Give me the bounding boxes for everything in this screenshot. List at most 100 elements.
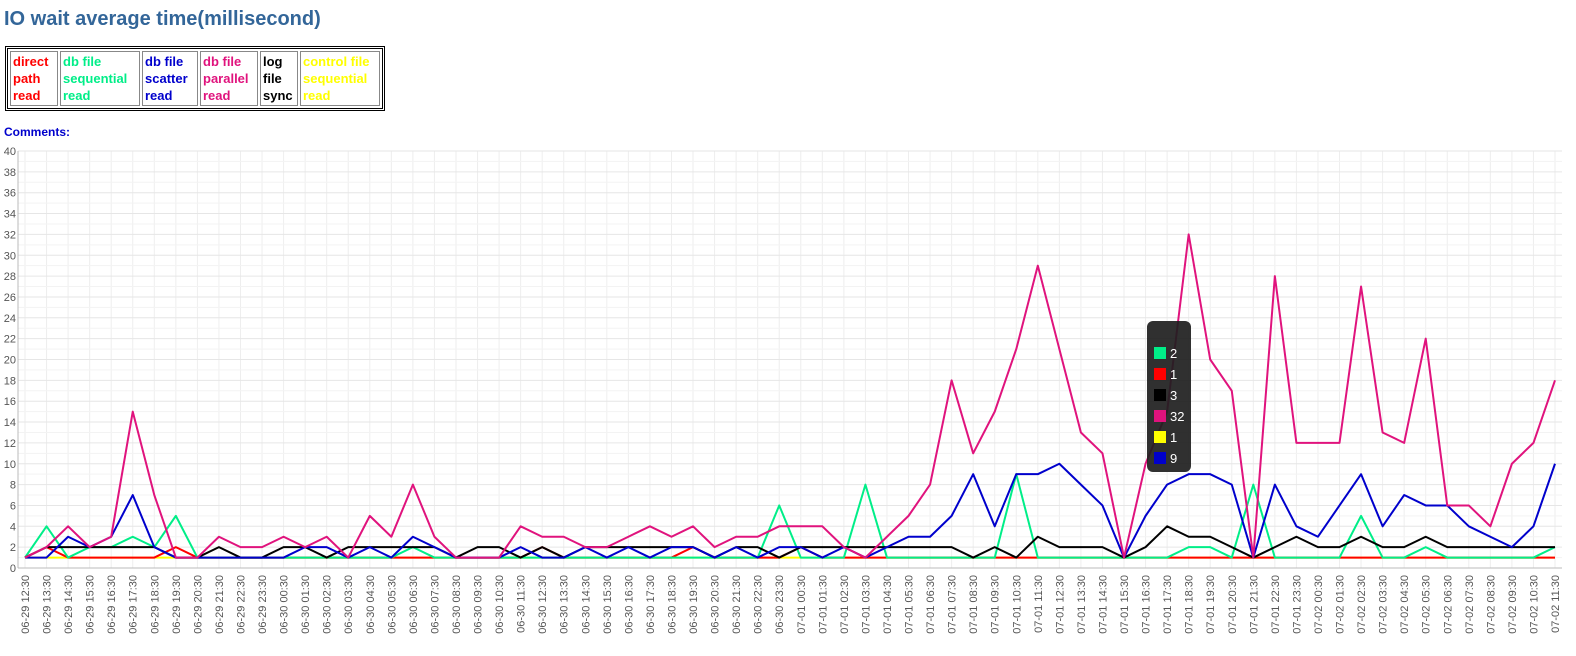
x-tick-label: 07-01 03:30 — [860, 575, 872, 634]
y-tick-label: 28 — [4, 271, 16, 283]
tooltip-swatch — [1154, 389, 1166, 401]
y-tick-label: 24 — [4, 313, 16, 325]
x-tick-label: 06-29 14:30 — [63, 575, 75, 634]
x-tick-label: 06-30 13:30 — [559, 575, 571, 634]
y-tick-label: 32 — [4, 229, 16, 241]
x-tick-label: 06-30 08:30 — [451, 575, 463, 634]
legend-entry: direct path read — [10, 51, 58, 106]
x-tick-label: 06-30 18:30 — [666, 575, 678, 634]
x-tick-label: 06-29 22:30 — [235, 575, 247, 634]
chart-title: IO wait average time(millisecond) — [4, 8, 321, 30]
x-tick-label: 06-29 19:30 — [171, 575, 183, 634]
x-tick-label: 06-30 23:30 — [774, 575, 786, 634]
legend-entry: db file scatter read — [142, 51, 198, 106]
x-tick-label: 06-30 10:30 — [494, 575, 506, 634]
x-tick-label: 07-02 10:30 — [1528, 575, 1540, 634]
tooltip-row: 3 — [1154, 389, 1177, 403]
x-tick-label: 06-29 16:30 — [106, 575, 118, 634]
x-tick-label: 07-01 05:30 — [904, 575, 916, 634]
x-tick-label: 07-01 09:30 — [990, 575, 1002, 634]
x-tick-label: 07-01 10:30 — [1011, 575, 1023, 634]
legend-entry: control file sequential read — [300, 51, 380, 106]
tooltip-row: 9 — [1154, 452, 1177, 466]
y-tick-label: 8 — [10, 480, 16, 492]
x-tick-label: 07-01 01:30 — [817, 575, 829, 634]
legend-entry: db file parallel read — [200, 51, 258, 106]
x-tick-label: 06-30 17:30 — [645, 575, 657, 634]
x-tick-label: 06-29 13:30 — [42, 575, 54, 634]
x-tick-label: 07-01 00:30 — [796, 575, 808, 634]
tooltip-value: 1 — [1170, 367, 1178, 382]
x-tick-label: 07-01 21:30 — [1248, 575, 1260, 634]
tooltip-swatch — [1154, 410, 1166, 422]
tooltip-value: 32 — [1170, 409, 1185, 424]
x-tick-label: 07-01 23:30 — [1291, 575, 1303, 634]
tooltip-row: 32 — [1154, 410, 1184, 424]
x-tick-label: 06-30 16:30 — [623, 575, 635, 634]
x-tick-label: 07-01 04:30 — [882, 575, 894, 634]
y-tick-label: 36 — [4, 188, 16, 200]
x-tick-label: 07-01 15:30 — [1119, 575, 1131, 634]
y-tick-label: 40 — [4, 146, 16, 158]
y-tick-label: 16 — [4, 396, 16, 408]
x-tick-label: 07-02 04:30 — [1399, 575, 1411, 634]
x-tick-label: 07-01 13:30 — [1076, 575, 1088, 634]
tooltip-swatch — [1154, 452, 1166, 464]
x-tick-label: 07-02 08:30 — [1485, 575, 1497, 634]
x-tick-label: 07-02 00:30 — [1313, 575, 1325, 634]
x-tick-label: 07-01 07:30 — [947, 575, 959, 634]
x-tick-label: 06-30 07:30 — [429, 575, 441, 634]
tooltip: 2 1 3 32 1 9 — [1147, 321, 1191, 472]
tooltip-swatch — [1154, 368, 1166, 380]
y-tick-label: 12 — [4, 438, 16, 450]
x-tick-label: 06-30 12:30 — [537, 575, 549, 634]
x-tick-label: 06-30 03:30 — [343, 575, 355, 634]
x-tick-label: 06-30 22:30 — [753, 575, 765, 634]
x-tick-label: 07-01 17:30 — [1162, 575, 1174, 634]
x-tick-label: 07-01 14:30 — [1097, 575, 1109, 634]
x-tick-label: 07-02 05:30 — [1421, 575, 1433, 634]
y-tick-label: 2 — [10, 542, 16, 554]
x-tick-label: 06-30 14:30 — [580, 575, 592, 634]
y-tick-label: 10 — [4, 459, 16, 471]
tooltip-row: 1 — [1154, 368, 1177, 382]
tooltip-value: 2 — [1170, 346, 1178, 361]
tooltip-row: 1 — [1154, 431, 1177, 445]
x-tick-label: 06-30 09:30 — [473, 575, 485, 634]
comments-label: Comments: — [4, 125, 71, 139]
x-tick-label: 06-30 02:30 — [322, 575, 334, 634]
x-tick-label: 07-01 12:30 — [1054, 575, 1066, 634]
x-tick-label: 07-02 09:30 — [1507, 575, 1519, 634]
x-tick-label: 06-30 04:30 — [365, 575, 377, 634]
x-tick-label: 07-02 06:30 — [1442, 575, 1454, 634]
x-tick-label: 07-02 11:30 — [1550, 575, 1562, 633]
legend-entry: db file sequential read — [60, 51, 140, 106]
legend-entry: log file sync — [260, 51, 298, 106]
x-tick-label: 07-02 03:30 — [1378, 575, 1390, 634]
legend: direct path read db file sequential read d… — [5, 46, 385, 111]
x-tick-label: 07-02 02:30 — [1356, 575, 1368, 634]
y-tick-label: 0 — [10, 563, 16, 575]
x-tick-label: 06-29 20:30 — [192, 575, 204, 634]
x-tick-label: 07-01 16:30 — [1141, 575, 1153, 634]
y-tick-label: 14 — [4, 417, 16, 429]
x-tick-label: 06-30 00:30 — [279, 575, 291, 634]
x-tick-label: 06-30 21:30 — [731, 575, 743, 634]
y-tick-label: 26 — [4, 292, 16, 304]
x-tick-label: 07-01 06:30 — [925, 575, 937, 634]
tooltip-swatch — [1154, 431, 1166, 443]
legend-row: direct path read db file sequential read d… — [10, 51, 380, 106]
x-tick-label: 07-01 20:30 — [1227, 575, 1239, 634]
x-tick-label: 07-01 02:30 — [839, 575, 851, 634]
y-tick-label: 4 — [10, 521, 16, 533]
x-tick-label: 06-30 15:30 — [602, 575, 614, 634]
x-tick-label: 06-30 05:30 — [386, 575, 398, 634]
x-tick-label: 06-29 23:30 — [257, 575, 269, 634]
y-tick-label: 22 — [4, 334, 16, 346]
series-line — [24, 525, 1555, 559]
y-tick-label: 38 — [4, 167, 16, 179]
series-line — [25, 462, 1556, 559]
x-tick-label: 07-02 07:30 — [1464, 575, 1476, 634]
tooltip-swatch — [1154, 347, 1166, 359]
